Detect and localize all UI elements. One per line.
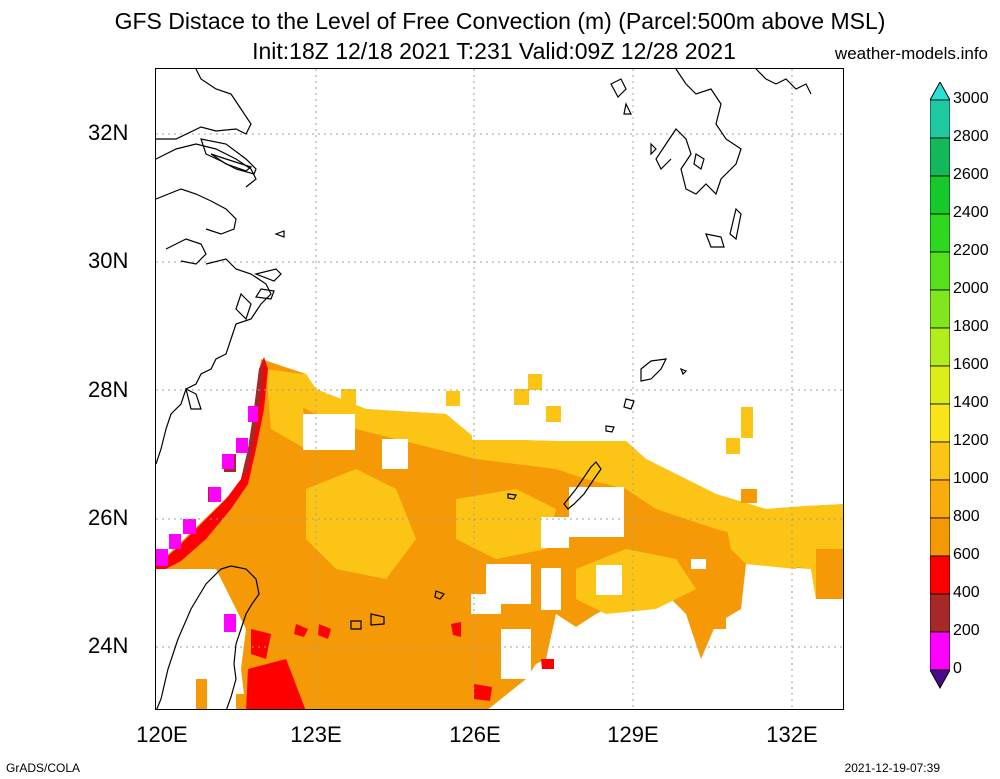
lon-label-123e: 123E [290, 722, 342, 747]
colorbar-segment [930, 365, 950, 405]
map-plot-area [155, 68, 844, 710]
colorbar-label: 200 [953, 622, 980, 639]
colorbar-segment [930, 175, 950, 215]
map-canvas [156, 69, 843, 709]
lon-label-129e: 129E [607, 722, 659, 747]
colorbar-label: 1000 [953, 470, 989, 487]
lfc-region-800-1000 [271, 374, 843, 599]
colorbar-label: 800 [953, 508, 980, 525]
colorbar-label: 0 [953, 660, 962, 677]
footer-software-credit: GrADS/COLA [6, 761, 81, 775]
colorbar-label: 600 [953, 546, 980, 563]
colorbar-segment [930, 251, 950, 291]
colorbar-label: 3000 [953, 90, 989, 107]
colorbar-label: 2200 [953, 242, 989, 259]
colorbar-label: 1400 [953, 394, 989, 411]
colorbar [930, 82, 950, 690]
colorbar-segment [930, 327, 950, 367]
lat-label-28n: 28N [88, 377, 129, 402]
footer-timestamp: 2021-12-19-07:39 [844, 761, 940, 775]
colorbar-segment [930, 289, 950, 329]
colorbar-segment [930, 593, 950, 633]
colorbar-segment [930, 213, 950, 253]
site-credit: weather-models.info [834, 44, 988, 63]
colorbar-segment [930, 403, 950, 443]
lon-label-132e: 132E [766, 722, 818, 747]
lat-label-24n: 24N [88, 633, 129, 658]
colorbar-segment [930, 441, 950, 481]
lat-label-30n: 30N [88, 248, 129, 273]
okinawa-coastline [563, 461, 602, 510]
map-title: GFS Distace to the Level of Free Convect… [114, 8, 886, 34]
map-subtitle-init-valid: Init:18Z 12/18 2021 T:231 Valid:09Z 12/2… [252, 38, 736, 64]
colorbar-label: 2800 [953, 128, 989, 145]
lat-label-26n: 26N [88, 505, 129, 530]
china-coastline [156, 69, 252, 140]
lat-label-32n: 32N [88, 120, 129, 145]
colorbar-label: 2400 [953, 204, 989, 221]
coastlines [156, 69, 812, 709]
colorbar-label: 1600 [953, 356, 989, 373]
colorbar-label: 400 [953, 584, 980, 601]
lon-label-126e: 126E [449, 722, 501, 747]
colorbar-arrow-bottom [930, 669, 950, 690]
colorbar-segment [930, 631, 950, 671]
lfc-field [156, 357, 843, 709]
colorbar-label: 2000 [953, 280, 989, 297]
colorbar-segment [930, 517, 950, 557]
colorbar-segment [930, 99, 950, 139]
taiwan-coastline [156, 565, 260, 709]
colorbar-label: 1200 [953, 432, 989, 449]
colorbar-label: 2600 [953, 166, 989, 183]
colorbar-segment [930, 479, 950, 519]
colorbar-segment [930, 137, 950, 177]
lon-label-120e: 120E [136, 722, 188, 747]
lfc-region-200-400 [156, 406, 258, 632]
colorbar-label: 1800 [953, 318, 989, 335]
colorbar-arrow-top [930, 82, 950, 101]
kyushu-coastline [655, 69, 742, 196]
colorbar-segment [930, 555, 950, 595]
lat-lon-grid [156, 69, 843, 709]
